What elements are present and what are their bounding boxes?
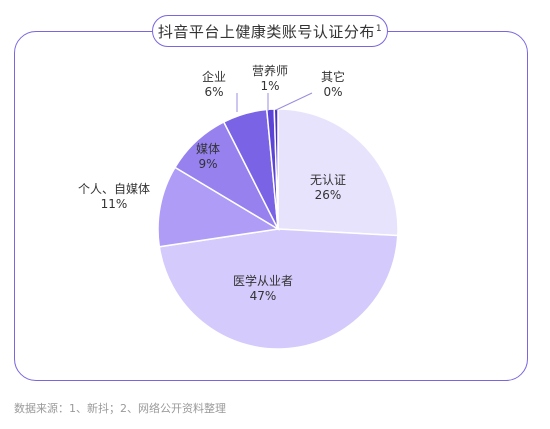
slice-label-4: 企业 (202, 69, 226, 84)
slice-label-5: 营养师 (252, 63, 288, 78)
pie-slice-0 (277, 108, 399, 237)
slice-percent-1: 47% (250, 289, 277, 303)
slice-label-1: 医学从业者 (233, 273, 293, 288)
chart-title-text: 抖音平台上健康类账号认证分布 (157, 22, 375, 41)
title-footnote: 1 (375, 24, 383, 34)
slice-percent-3: 9% (198, 157, 217, 171)
slice-label-0: 无认证 (310, 173, 346, 187)
slice-percent-6: 0% (323, 85, 342, 99)
slice-percent-0: 26% (315, 188, 342, 202)
chart-title: 抖音平台上健康类账号认证分布 1 (152, 15, 388, 47)
slice-label-6: 其它 (321, 69, 345, 84)
slice-label-2: 个人、自媒体 (78, 182, 150, 196)
data-source-note: 数据来源：1、新抖；2、网络公开资料整理 (14, 402, 226, 415)
pie-slice-1 (158, 228, 399, 350)
slice-percent-5: 1% (260, 79, 279, 93)
slice-percent-2: 11% (101, 197, 128, 211)
pie-slice-2 (157, 166, 281, 248)
slice-label-3: 媒体 (196, 142, 220, 156)
slice-percent-4: 6% (204, 85, 223, 99)
leader-line-6 (275, 92, 313, 111)
